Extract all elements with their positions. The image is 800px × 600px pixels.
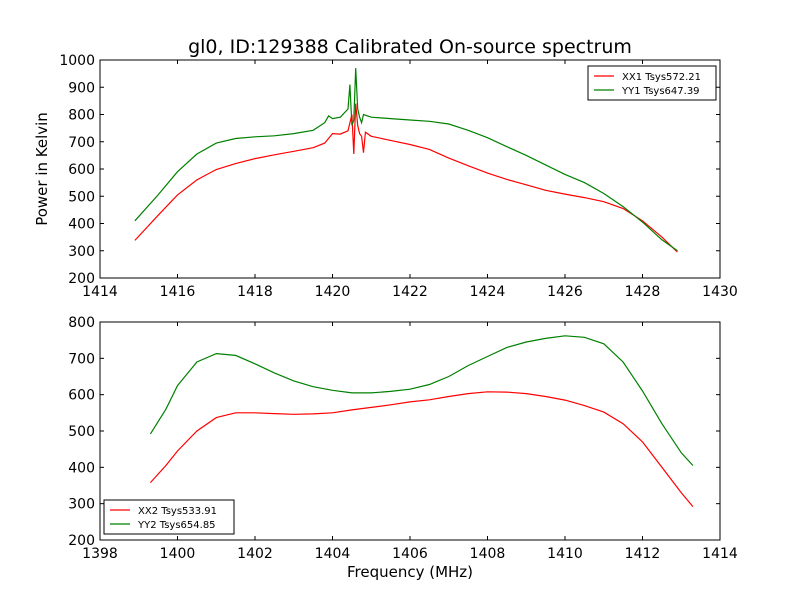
x-tick-label: 1428 (625, 284, 661, 300)
legend-box (103, 499, 235, 535)
x-tick-label: 1418 (237, 284, 273, 300)
y-tick-label: 500 (68, 189, 95, 205)
y-tick-label: 500 (68, 424, 95, 440)
series-line-1-2 (134, 68, 678, 252)
y-tick-label: 1000 (59, 53, 95, 69)
x-tick-label: 1416 (160, 284, 196, 300)
x-axis-label: Frequency (MHz) (347, 563, 473, 581)
x-tick-label: 1404 (315, 546, 351, 562)
series-line-2-1 (149, 391, 694, 507)
chart-title: gl0, ID:129388 Calibrated On-source spec… (188, 36, 632, 58)
y-tick-label: 800 (68, 108, 95, 124)
y-tick-label: 600 (68, 162, 95, 178)
x-tick-label: 1422 (392, 284, 428, 300)
y-tick-label: 400 (68, 460, 95, 476)
legend-box (587, 65, 717, 101)
x-tick-label: 1420 (315, 284, 351, 300)
legend-entry: YY1 Tsys647.39 (621, 86, 700, 97)
x-tick-label: 1406 (392, 546, 428, 562)
y-tick-label: 400 (68, 217, 95, 233)
y-tick-label: 200 (68, 271, 95, 287)
y-tick-label: 300 (68, 497, 95, 513)
y-tick-label: 800 (68, 315, 95, 331)
legend-entry: XX2 Tsys533.91 (138, 506, 217, 517)
bottom-plot: 1398 1400 1402 1404 1406 1408 1410 1412 1414 200 3… (68, 315, 738, 562)
legend-entry: YY2 Tsys654.85 (137, 520, 216, 531)
x-tick-label: 1426 (547, 284, 583, 300)
legend-entry: XX1 Tsys572.21 (622, 72, 701, 83)
x-tick-label: 1424 (470, 284, 506, 300)
y-tick-label: 300 (68, 244, 95, 260)
y-tick-label: 600 (68, 388, 95, 404)
x-tick-label: 1408 (470, 546, 506, 562)
x-tick-label: 1398 (82, 546, 118, 562)
x-tick-label: 1402 (237, 546, 273, 562)
series-line-2-2 (149, 335, 694, 466)
x-tick-label: 1414 (82, 284, 118, 300)
x-tick-label: 1430 (702, 284, 738, 300)
legend: XX1 Tsys572.21 YY1 Tsys647.39 (587, 65, 717, 101)
x-tick-label: 1414 (702, 546, 738, 562)
legend: XX2 Tsys533.91 YY2 Tsys654.85 (103, 499, 235, 535)
y-tick-label: 700 (68, 135, 95, 151)
x-tick-label: 1400 (160, 546, 196, 562)
x-tick-label: 1410 (547, 546, 583, 562)
series-line-1-1 (134, 103, 678, 253)
y-axis-label: Power in Kelvin (33, 112, 51, 226)
y-tick-label: 700 (68, 351, 95, 367)
y-tick-label: 900 (68, 80, 95, 96)
top-plot: 1414 1416 1418 1420 1422 1424 1426 1428 1430 200 3… (59, 53, 737, 300)
y-tick-label: 200 (68, 533, 95, 549)
x-tick-label: 1412 (625, 546, 661, 562)
